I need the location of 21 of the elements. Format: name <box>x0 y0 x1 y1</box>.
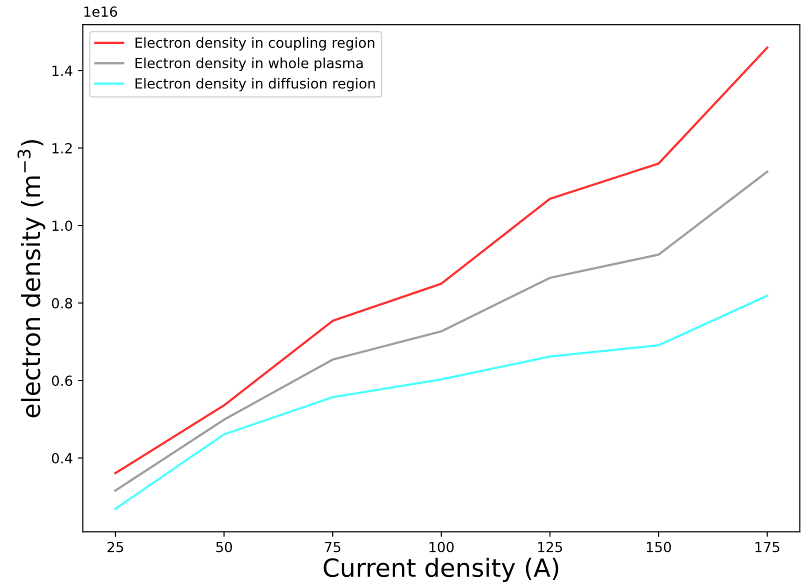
x-tick-label: 150 <box>646 542 671 552</box>
y-axis-title: electron density (m$^{−3}$) <box>17 140 46 418</box>
y-tick-label: 1.2 <box>52 143 72 154</box>
y-tick-label: 0.4 <box>52 452 72 464</box>
line-series <box>114 170 768 492</box>
y-tick-label: 1.0 <box>52 220 72 232</box>
line-series <box>114 294 768 510</box>
x-axis-title: Current density (A) <box>324 558 558 582</box>
y-tick-label: 0.6 <box>52 375 72 386</box>
x-tick-label: 50 <box>216 542 232 552</box>
y-tick-label: 1.4 <box>52 66 72 76</box>
legend-label: Electron density in whole plasma <box>136 58 363 71</box>
text: 1e16 <box>84 6 118 17</box>
x-tick-label: 25 <box>108 542 124 552</box>
y-tick-label: 0.8 <box>52 298 72 309</box>
legend-label: Electron density in coupling region <box>136 37 374 51</box>
x-tick-label: 100 <box>430 542 454 552</box>
x-tick-label: 125 <box>538 542 562 552</box>
x-tick-label: 75 <box>324 542 340 552</box>
legend-label: Electron density in diffusion region <box>136 78 375 92</box>
x-tick-label: 175 <box>756 542 780 552</box>
